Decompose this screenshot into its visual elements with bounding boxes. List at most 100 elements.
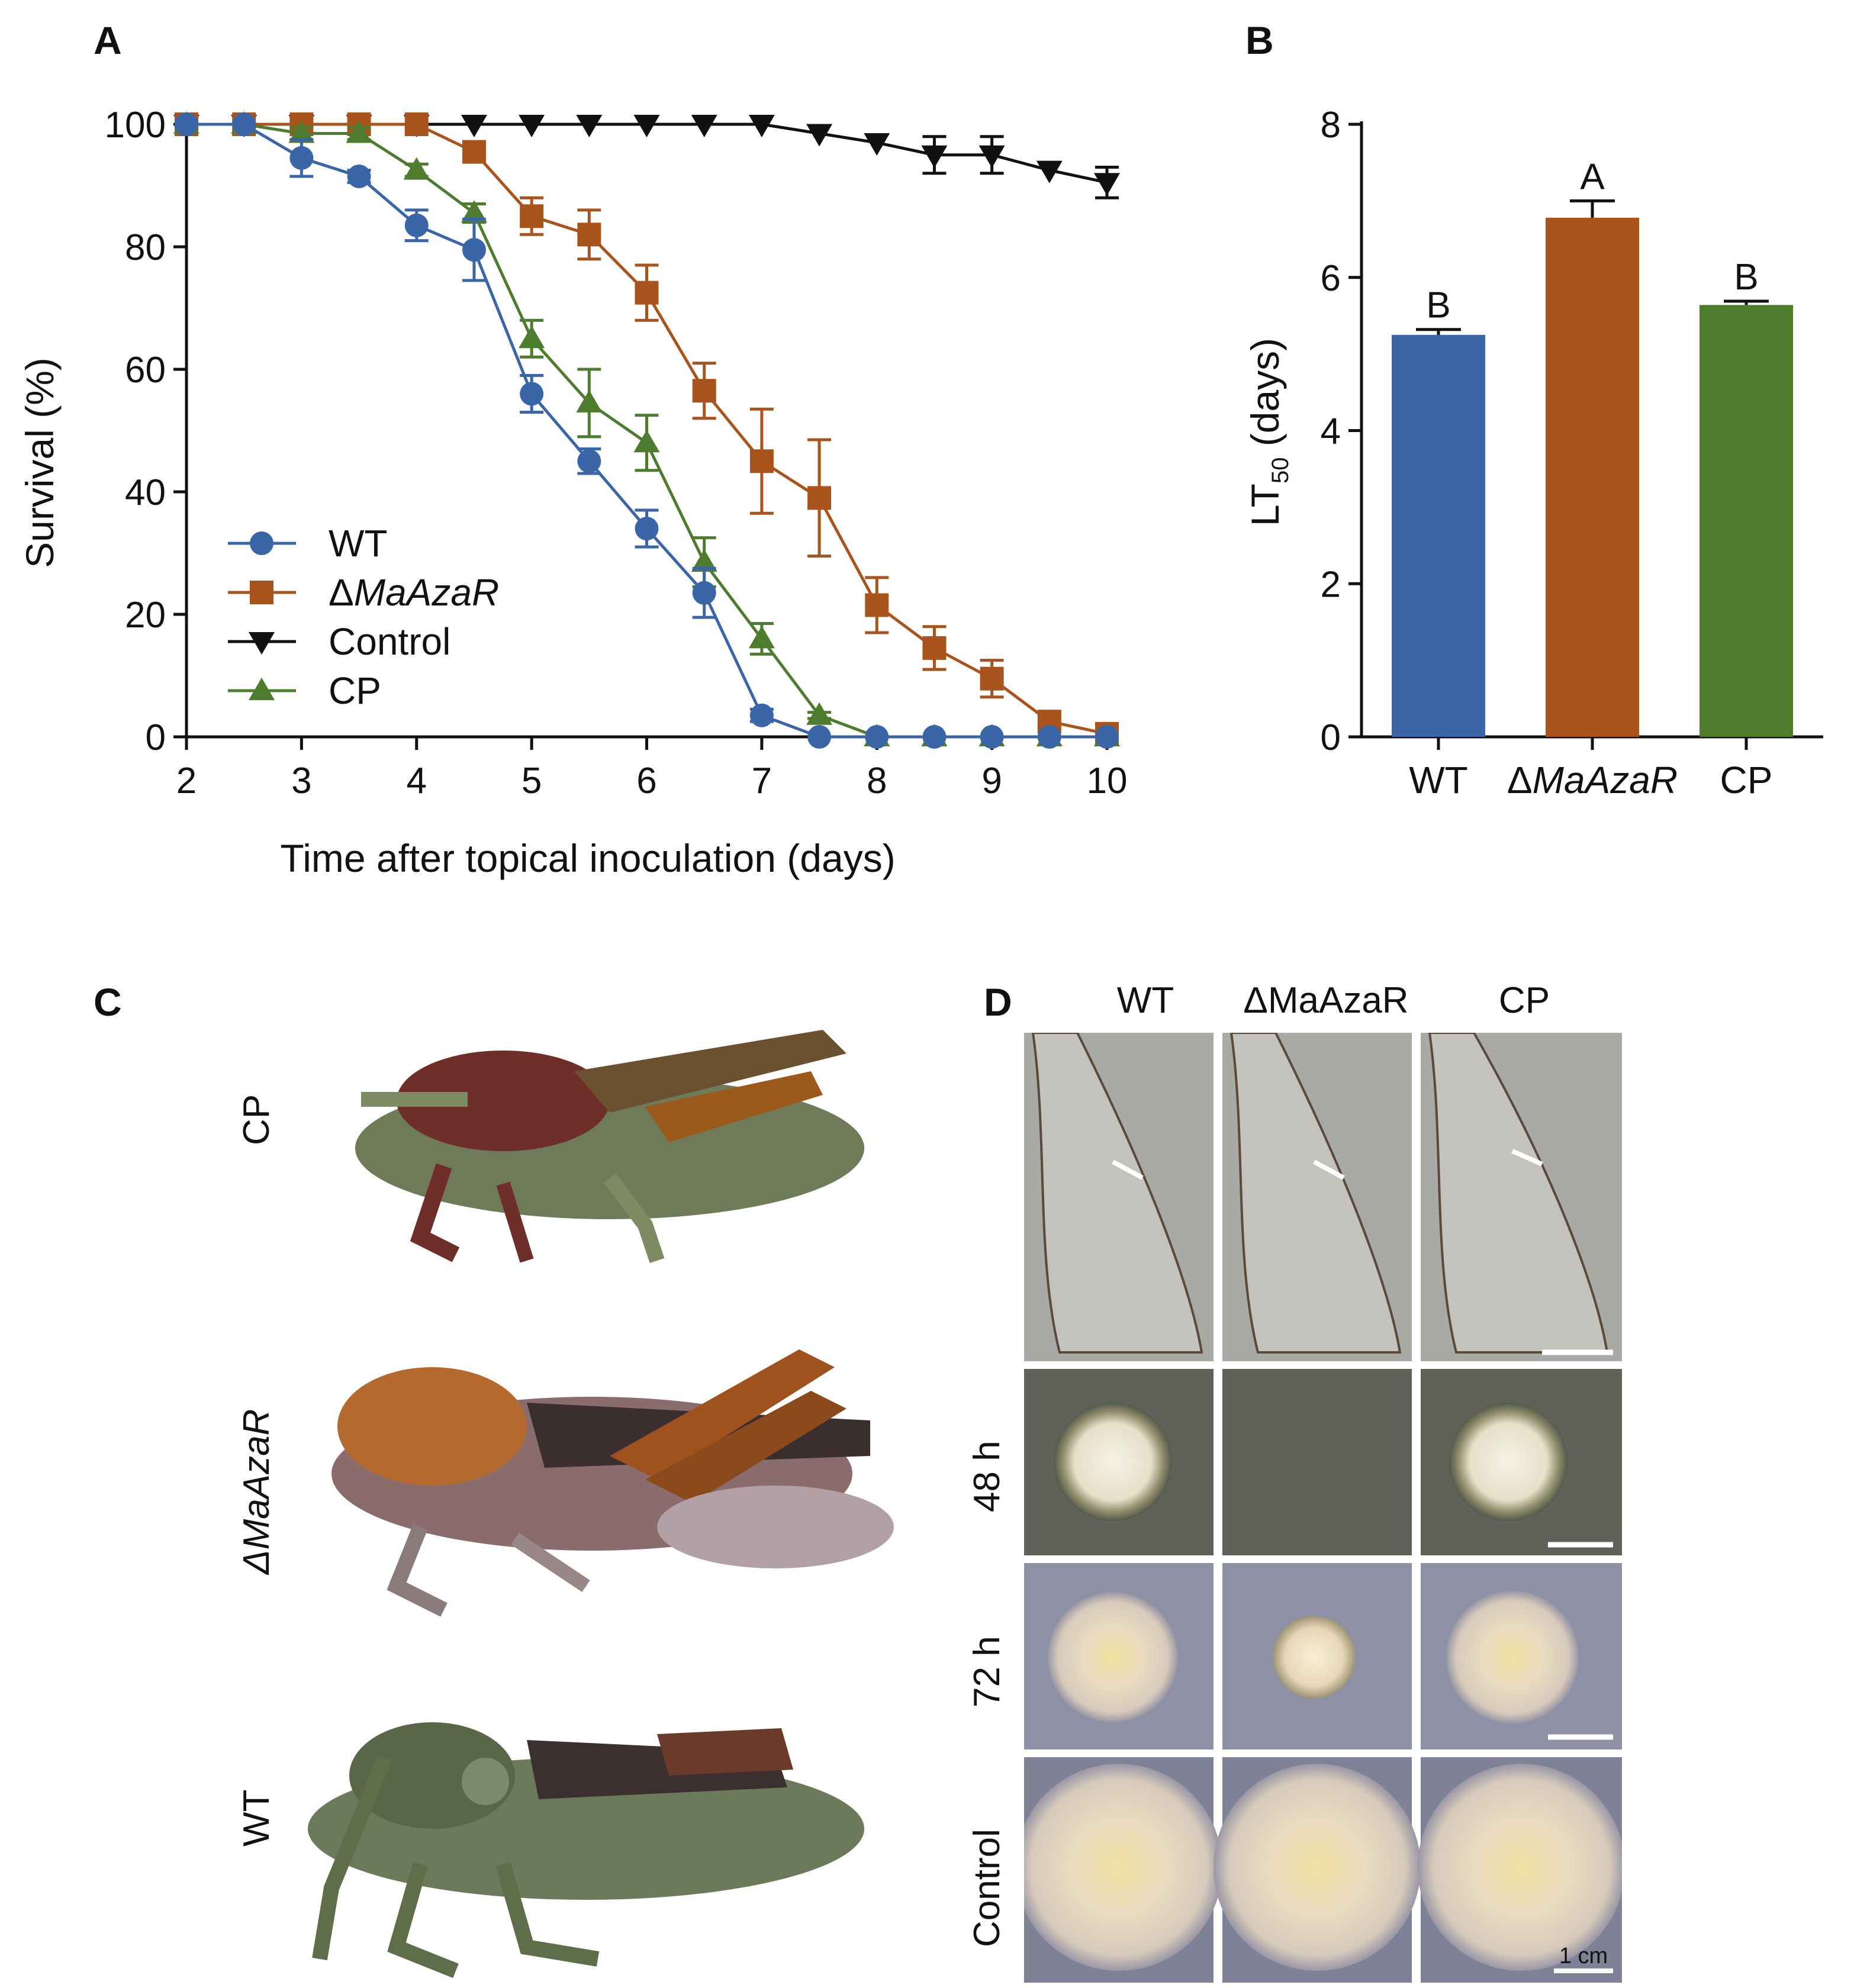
y-axis-label-main: LT [1243, 484, 1287, 526]
series-cp [173, 111, 1120, 746]
panel-letter-b: B [1245, 18, 1274, 62]
data-point [576, 389, 603, 413]
data-point [520, 382, 544, 406]
panel-letter-a: A [94, 18, 122, 62]
data-point [520, 204, 544, 228]
data-point [462, 140, 486, 164]
data-point [865, 725, 889, 749]
x-tick-label: WT [1409, 759, 1468, 801]
legend-label: ΔMaAzaR [329, 571, 499, 614]
bar [1392, 334, 1485, 737]
x-tick-label: 10 [1087, 761, 1128, 801]
legend-marker [250, 581, 273, 604]
panel-c-row-label-cp: CP [236, 1094, 277, 1145]
data-point [576, 115, 603, 137]
row-48h [1024, 1369, 1622, 1555]
panel-d-row-label-control: Control [967, 1829, 1008, 1947]
scale-bar-label: 1 cm [1559, 1944, 1608, 1968]
data-point [980, 666, 1004, 691]
data-point [807, 725, 832, 749]
x-axis-label: Time after topical inoculation (days) [280, 836, 895, 880]
data-point [806, 124, 833, 147]
data-point [289, 146, 314, 170]
data-point [404, 112, 429, 136]
data-point [347, 164, 371, 188]
y-tick-label: 2 [1321, 564, 1341, 605]
lt50-bar-chart: 0 2 4 6 8 B WT A ΔMaAzaR B CP LT50 (days) [1243, 105, 1823, 801]
y-tick-label: 100 [105, 105, 166, 146]
x-tick-label: ΔMaAzaR [1507, 759, 1678, 801]
y-axis-label: Survival (%) [18, 357, 62, 568]
row-72h [1024, 1563, 1622, 1749]
bar [1700, 305, 1793, 737]
y-tick-label: 8 [1321, 105, 1341, 146]
data-point [1094, 173, 1120, 196]
wing-row [1024, 1033, 1622, 1361]
data-point [692, 581, 716, 605]
y-axis-label-subscript: 50 [1267, 457, 1293, 484]
x-tick-label: 6 [636, 761, 656, 801]
y-tick-label: 60 [125, 350, 166, 391]
data-point [1037, 725, 1061, 749]
data-point [921, 145, 948, 168]
data-point [577, 449, 601, 473]
y-axis-label-unit: (days) [1243, 338, 1287, 457]
data-point [1036, 160, 1063, 183]
y-tick-label: 0 [146, 717, 166, 758]
grasshopper-mutant-photo [278, 1302, 906, 1628]
significance-letter: B [1734, 257, 1758, 298]
series-wt [175, 112, 1119, 749]
data-point [232, 112, 256, 136]
y-tick-label: 40 [125, 472, 166, 513]
data-point [806, 702, 833, 725]
legend-marker [249, 678, 275, 700]
x-tick-label: 8 [867, 761, 887, 801]
x-tick-label: 2 [176, 761, 197, 801]
data-point [635, 281, 659, 305]
data-point [865, 593, 889, 617]
data-point [519, 326, 545, 349]
data-point [461, 200, 487, 223]
panel-d-row-label-48h: 48 h [967, 1441, 1008, 1512]
y-tick-label: 4 [1321, 411, 1341, 452]
panel-letter-c: C [94, 980, 122, 1024]
data-point [748, 115, 775, 137]
panel-letter-d: D [984, 980, 1012, 1024]
data-point [1095, 725, 1119, 749]
data-point [749, 449, 774, 473]
data-point [635, 517, 659, 541]
data-point [978, 145, 1005, 168]
data-point [922, 636, 947, 660]
data-point [461, 115, 487, 137]
data-point [404, 213, 429, 237]
data-point [346, 120, 372, 143]
y-tick-label: 6 [1321, 258, 1341, 299]
legend-label: CP [329, 669, 381, 712]
data-point [691, 549, 717, 572]
y-tick-label: 0 [1321, 717, 1341, 758]
data-point [403, 157, 430, 180]
x-tick-label: 3 [291, 761, 311, 801]
legend-marker [249, 632, 275, 655]
significance-letter: A [1580, 156, 1605, 197]
y-tick-label: 20 [125, 595, 166, 636]
legend-marker [250, 531, 273, 555]
panel-d-row-label-72h: 72 h [967, 1636, 1008, 1707]
panel-d-column-mutant: ΔMaAzaR [1243, 980, 1409, 1021]
data-point [922, 725, 947, 749]
survival-line-chart: 0 20 40 60 80 100 2 3 4 5 6 7 8 9 10 WT ΔMaAzaR Control C… [18, 105, 1128, 880]
grasshopper-cp-photo [278, 988, 906, 1302]
x-tick-label: 4 [407, 761, 427, 801]
panel-d-photo-grid: 1 cm [1024, 1033, 1622, 1983]
x-tick-label: 5 [522, 761, 542, 801]
grasshopper-wt-photo [278, 1651, 906, 1983]
panel-d-column-wt: WT [1116, 980, 1174, 1021]
panel-c-row-label-wt: WT [236, 1789, 277, 1847]
data-point [864, 133, 890, 156]
series-maazar [175, 112, 1119, 746]
data-point [288, 120, 315, 143]
y-axis-label: LT50 (days) [1243, 338, 1293, 526]
x-tick-label: CP [1720, 759, 1773, 801]
panel-d-column-cp: CP [1498, 980, 1550, 1021]
